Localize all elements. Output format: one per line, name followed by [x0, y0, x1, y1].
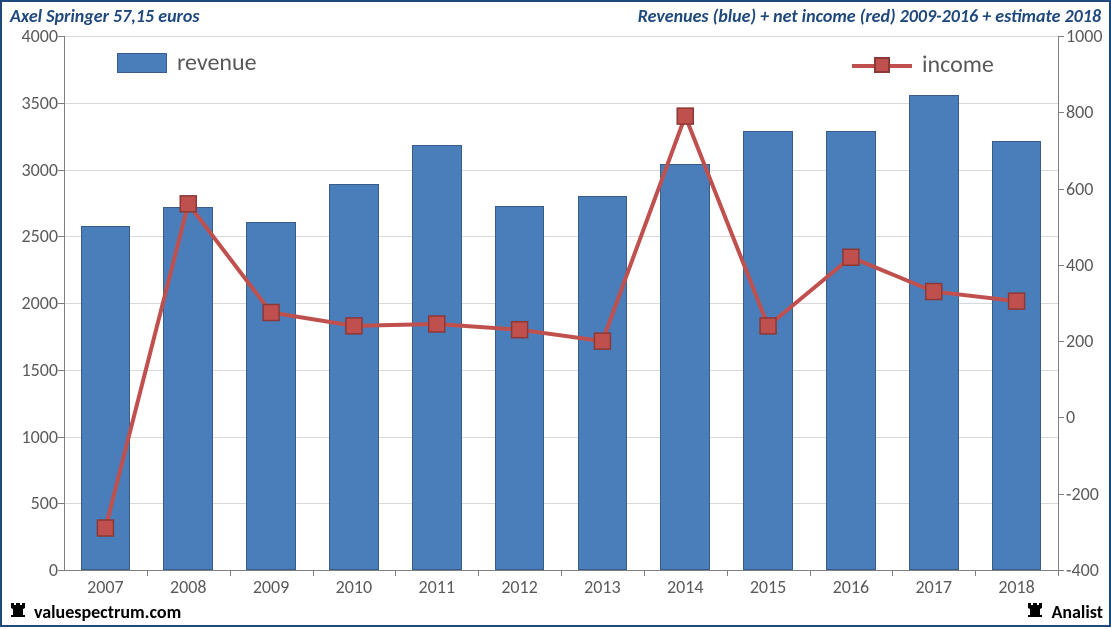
footer-right-text: Analist: [1051, 601, 1103, 623]
chart-footer: valuespectrum.com Analist: [8, 601, 1103, 623]
rook-icon: [1025, 600, 1045, 625]
legend-line-label: income: [922, 50, 994, 79]
income-marker: [594, 333, 610, 349]
legend-income: income: [852, 50, 994, 79]
legend-revenue: revenue: [117, 48, 257, 77]
income-marker: [677, 108, 693, 124]
legend-bar-label: revenue: [177, 48, 257, 77]
income-marker: [429, 316, 445, 332]
income-marker: [1009, 293, 1025, 309]
income-marker: [512, 322, 528, 338]
rook-icon: [8, 600, 28, 625]
income-marker: [180, 196, 196, 212]
income-marker: [263, 305, 279, 321]
income-marker: [760, 318, 776, 334]
chart-frame: Axel Springer 57,15 euros Revenues (blue…: [0, 0, 1111, 627]
income-marker: [346, 318, 362, 334]
footer-left-text: valuespectrum.com: [34, 601, 181, 623]
footer-left: valuespectrum.com: [8, 600, 181, 625]
legend-bar-swatch: [117, 53, 167, 73]
legend-line-swatch: [852, 55, 912, 75]
income-marker: [926, 284, 942, 300]
footer-right: Analist: [1025, 600, 1103, 625]
income-line: [2, 2, 1111, 629]
income-marker: [97, 520, 113, 536]
income-marker: [843, 249, 859, 265]
